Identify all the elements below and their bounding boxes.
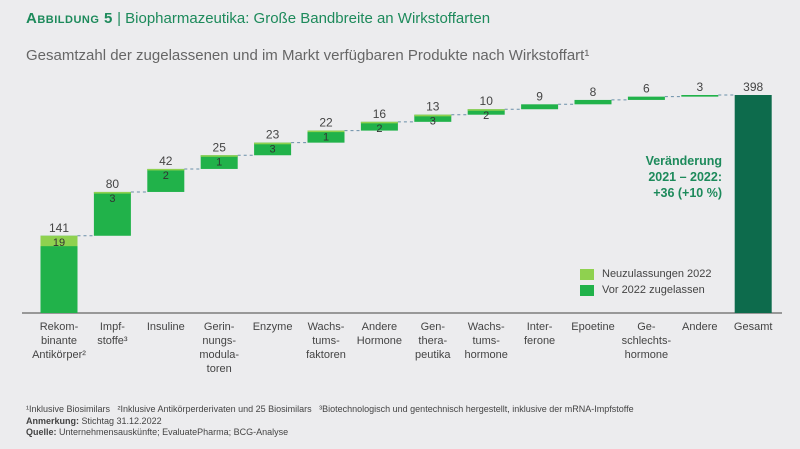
new-label: 19 (53, 237, 65, 249)
bar-new-2022 (360, 121, 398, 124)
source-text: Unternehmensauskünfte; EvaluatePharma; B… (56, 427, 289, 437)
change-annotation: Veränderung 2021 – 2022: +36 (+10 %) (612, 153, 722, 201)
bar-before-2022 (307, 130, 345, 143)
figure-label: Abbildung 5 (26, 10, 113, 27)
bar-before-2022 (627, 96, 665, 100)
category-label: Rekom- binante Antikörper² (32, 321, 86, 361)
category-label: Epoetine (571, 321, 615, 333)
total-label: 10 (480, 94, 494, 108)
new-label: 2 (163, 170, 169, 182)
legend-label: Neuzulassungen 2022 (602, 268, 712, 280)
bar-new-2022 (307, 130, 345, 133)
title-text: Biopharmazeutika: Große Bandbreite an Wi… (125, 10, 491, 27)
total-label: 3 (696, 80, 703, 94)
bar-new-2022 (414, 114, 452, 117)
new-label: 2 (376, 123, 382, 135)
new-label: 1 (216, 156, 222, 168)
category-label: Gesamt (733, 321, 773, 333)
bar-before-2022 (254, 142, 292, 156)
legend-label: Vor 2022 zugelassen (602, 284, 705, 296)
remark: Anmerkung: Stichtag 31.12.2022 (26, 416, 634, 428)
source-label: Quelle: (26, 427, 57, 437)
bar-before-2022 (681, 95, 719, 97)
new-label: 3 (430, 116, 436, 128)
bar-before-2022 (521, 104, 559, 110)
bar-new-2022 (200, 155, 238, 157)
remark-label: Anmerkung: (26, 415, 80, 426)
bar-before-2022 (360, 121, 398, 131)
bar-before-2022 (93, 191, 131, 236)
category-label: Wachs- tums- faktoren (306, 321, 346, 361)
figure-title: Abbildung 5 | Biopharmazeutika: Große Ba… (26, 10, 490, 27)
new-label: 3 (109, 193, 115, 205)
category-label: Inter- ferone (523, 321, 556, 347)
legend-item-new: Neuzulassungen 2022 (580, 268, 711, 280)
new-label: 3 (270, 144, 276, 156)
category-label: Andere (682, 321, 718, 333)
bar-before-2022 (574, 99, 612, 105)
bar-new-2022 (254, 142, 292, 145)
bar-before-2022 (467, 109, 505, 115)
annotation-line: +36 (+10 %) (653, 186, 722, 200)
total-label: 16 (373, 107, 387, 121)
total-label: 398 (743, 80, 763, 94)
bar-new-2022 (147, 168, 185, 171)
title-separator: | (117, 10, 121, 27)
category-label: Wachs- tums- hormone (464, 321, 508, 361)
total-label: 22 (319, 116, 333, 130)
bar-before-2022 (734, 95, 772, 313)
category-label: Impf- stoffe³ (97, 321, 128, 347)
footnote-text: ¹Inklusive Biosimilars ²Inklusive Antikö… (26, 404, 634, 414)
legend-swatch (580, 284, 594, 296)
total-label: 141 (49, 221, 69, 235)
bar-new-2022 (467, 109, 505, 111)
category-label: Gen- thera- peutika (415, 321, 451, 361)
remark-text: Stichtag 31.12.2022 (79, 415, 162, 426)
new-label: 2 (483, 110, 489, 122)
annotation-line: 2021 – 2022: (648, 170, 722, 184)
new-label: 1 (323, 132, 329, 144)
category-label: Enzyme (252, 321, 293, 333)
legend-item-before: Vor 2022 zugelassen (580, 284, 711, 296)
category-label: Ge- schlechts- hormone (621, 321, 672, 361)
bar-new-2022 (93, 191, 131, 194)
category-label: Gerin- nungs- modula- toren (199, 321, 240, 375)
legend-swatch (580, 268, 594, 280)
total-label: 6 (643, 82, 650, 96)
legend: Neuzulassungen 2022 Vor 2022 zugelassen (580, 268, 711, 300)
total-label: 9 (536, 89, 543, 103)
bar-before-2022 (40, 235, 78, 313)
chart-subtitle: Gesamtzahl der zugelassenen und im Markt… (26, 47, 590, 64)
footnotes: ¹Inklusive Biosimilars ²Inklusive Antikö… (26, 404, 634, 439)
total-label: 25 (213, 140, 227, 154)
source: Quelle: Unternehmensauskünfte; EvaluateP… (26, 427, 634, 439)
total-label: 42 (159, 154, 173, 168)
bar-new-2022 (40, 235, 78, 247)
bar-before-2022 (200, 155, 238, 169)
total-label: 13 (426, 100, 440, 114)
total-label: 8 (590, 85, 597, 99)
bar-before-2022 (147, 168, 185, 192)
total-label: 23 (266, 128, 280, 142)
category-label: Insuline (146, 321, 185, 333)
annotation-line: Veränderung (645, 154, 722, 168)
bar-before-2022 (414, 114, 452, 122)
total-label: 80 (106, 177, 120, 191)
category-label: Andere Hormone (356, 321, 403, 347)
